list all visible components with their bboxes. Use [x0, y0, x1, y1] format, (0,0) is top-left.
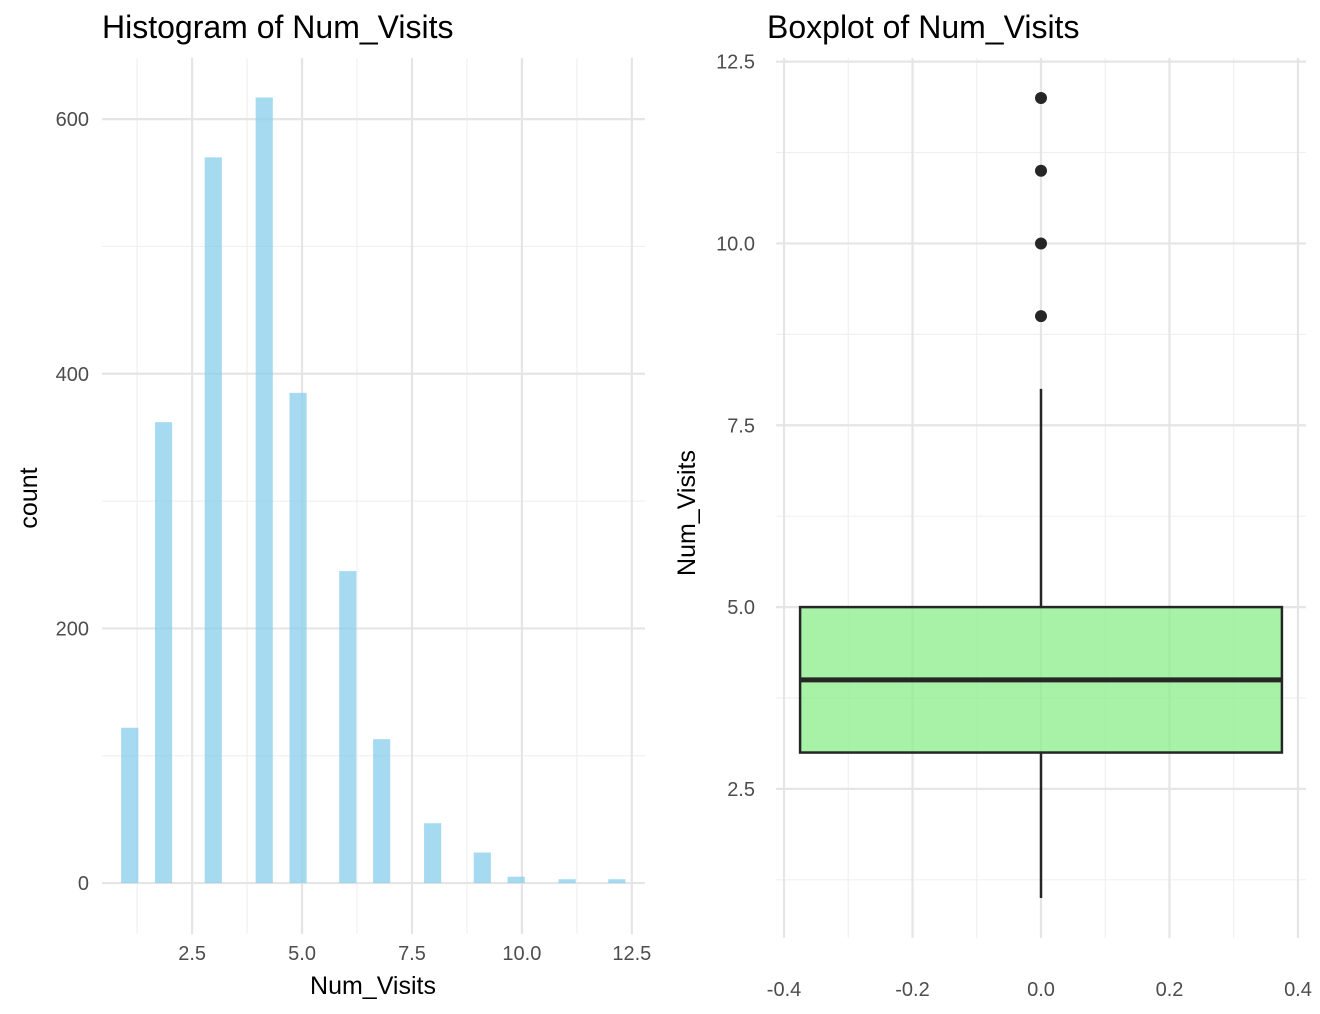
histogram-y-tick-label: 200: [56, 618, 89, 640]
histogram-x-tick-label: 5.0: [288, 943, 316, 965]
histogram-bar: [121, 727, 139, 884]
boxplot-y-tick-label: 12.5: [716, 52, 755, 74]
boxplot-panel: -0.4 -0.2 0.0 0.2 0.4 2.5 5.0 7.5 10.0 12.5 Boxp…: [673, 9, 1312, 1001]
histogram-bar: [608, 879, 626, 884]
histogram-bar: [255, 97, 273, 884]
histogram-bars: [121, 97, 626, 884]
boxplot-outlier-point: [1035, 164, 1047, 177]
histogram-bar: [204, 157, 222, 884]
histogram-y-axis-title: count: [15, 467, 43, 528]
histogram-y-tick-label: 0: [78, 873, 89, 895]
boxplot-title: Boxplot of Num_Visits: [767, 9, 1079, 45]
boxplot-x-tick-label: 0.4: [1284, 979, 1312, 1001]
histogram-x-tick-label: 7.5: [398, 943, 426, 965]
histogram-x-axis-title: Num_Visits: [310, 972, 436, 1000]
histogram-bar: [558, 879, 576, 884]
boxplot-marks: [798, 92, 1284, 898]
histogram-bar: [373, 739, 391, 884]
boxplot-y-tick-label: 10.0: [716, 233, 755, 255]
boxplot-x-tick-label: 0.2: [1156, 979, 1184, 1001]
histogram-bar: [424, 823, 442, 884]
boxplot-y-tick-label: 5.0: [727, 597, 755, 619]
boxplot-y-tick-label: 7.5: [727, 415, 755, 437]
boxplot-y-axis-title: Num_Visits: [673, 450, 701, 576]
boxplot-x-tick-label: -0.4: [767, 979, 801, 1001]
histogram-y-tick-label: 400: [56, 364, 89, 386]
histogram-x-tick-label: 12.5: [612, 943, 651, 965]
histogram-x-tick-label: 2.5: [178, 943, 206, 965]
boxplot-x-tick-labels: -0.4 -0.2 0.0 0.2 0.4: [767, 979, 1312, 1001]
histogram-title: Histogram of Num_Visits: [102, 9, 454, 45]
boxplot-outlier-point: [1035, 237, 1047, 250]
boxplot-y-tick-labels: 2.5 5.0 7.5 10.0 12.5: [716, 52, 755, 801]
histogram-panel: 2.5 5.0 7.5 10.0 12.5 0 200 400 600 Histogram o…: [15, 9, 651, 1000]
histogram-bar: [507, 876, 525, 884]
histogram-x-tick-labels: 2.5 5.0 7.5 10.0 12.5: [178, 943, 651, 965]
histogram-bar: [154, 422, 173, 884]
histogram-bar: [289, 392, 307, 884]
histogram-bar: [339, 571, 357, 884]
histogram-bar: [473, 852, 491, 884]
histogram-y-tick-label: 600: [56, 109, 89, 131]
boxplot-x-tick-label: 0.0: [1027, 979, 1055, 1001]
histogram-x-tick-label: 10.0: [502, 943, 541, 965]
boxplot-outlier-point: [1035, 310, 1047, 323]
boxplot-outlier-point: [1035, 92, 1047, 104]
boxplot-x-tick-label: -0.2: [895, 979, 929, 1001]
boxplot-y-tick-label: 2.5: [727, 779, 755, 801]
histogram-y-tick-labels: 0 200 400 600: [56, 109, 89, 895]
